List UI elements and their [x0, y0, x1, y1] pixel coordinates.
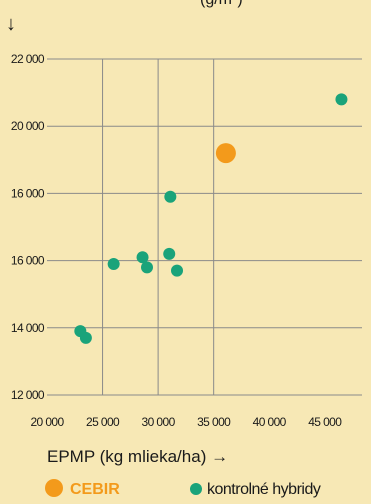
legend-label-cebir: CEBIR — [70, 481, 120, 498]
y-tick-labels: 12 000 14 000 16 000 16 000 20 000 22 000 — [11, 52, 46, 402]
legend-label-control: kontrolné hybridy — [207, 481, 321, 498]
control-hybrid-point — [171, 264, 183, 277]
control-hybrid-point — [107, 257, 120, 270]
y-tick-label: 12 000 — [11, 388, 45, 402]
y-tick-label: 20 000 — [11, 119, 45, 133]
legend: CEBIR kontrolné hybridy — [45, 479, 321, 498]
x-tick-label: 35 000 — [197, 415, 231, 429]
x-tick-label: 20 000 — [30, 415, 64, 429]
y-axis-unit-label: (g/m²) — [200, 0, 243, 8]
y-tick-label: 16 000 — [11, 186, 45, 200]
grid-lines — [47, 58, 362, 396]
x-tick-label: 30 000 — [142, 415, 176, 429]
control-hybrid-point — [163, 247, 176, 260]
y-axis-arrow: ↓ — [6, 13, 16, 35]
control-hybrid-point — [141, 261, 153, 274]
control-hybrid-point — [335, 93, 348, 106]
y-tick-label: 16 000 — [11, 254, 45, 268]
legend-marker-control — [190, 483, 202, 495]
control-hybrid-point — [136, 251, 149, 264]
control-hybrid-point — [79, 331, 92, 344]
data-points — [74, 93, 348, 344]
legend-marker-cebir — [45, 479, 63, 497]
x-tick-label: 40 000 — [253, 415, 287, 429]
x-tick-labels: 20 000 25 000 30 000 35 000 40 000 45 000 — [30, 415, 342, 429]
cebir-point — [215, 143, 236, 164]
x-tick-label: 25 000 — [86, 415, 120, 429]
control-hybrid-point — [164, 190, 177, 203]
y-tick-label: 14 000 — [11, 321, 45, 335]
x-tick-label: 45 000 — [308, 415, 342, 429]
y-tick-label: 22 000 — [11, 52, 45, 66]
x-axis-label: EPMP (kg mlieka/ha) → — [47, 447, 228, 466]
